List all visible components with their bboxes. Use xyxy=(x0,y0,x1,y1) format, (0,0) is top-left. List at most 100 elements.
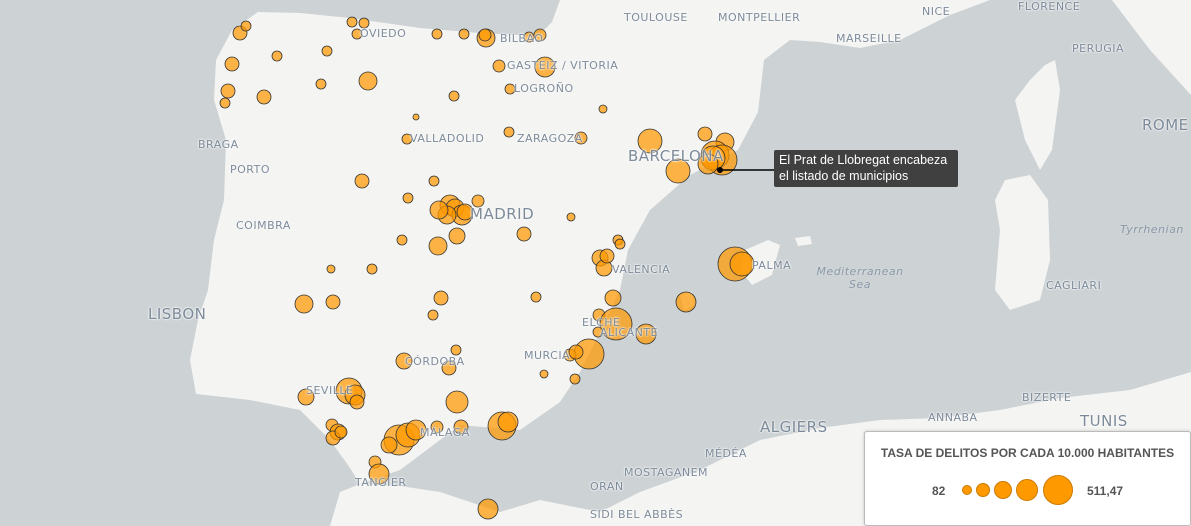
municipality-bubble[interactable] xyxy=(637,128,663,154)
municipality-bubble[interactable] xyxy=(504,83,516,95)
bubble-layer xyxy=(219,16,755,520)
municipality-bubble[interactable] xyxy=(427,309,439,321)
municipality-bubble[interactable] xyxy=(351,28,363,40)
legend-bubble-3 xyxy=(994,481,1012,499)
municipality-bubble[interactable] xyxy=(458,28,470,40)
municipality-bubble[interactable] xyxy=(598,104,608,114)
map-label-bizerte: BIZERTE xyxy=(1022,391,1072,404)
municipality-bubble[interactable] xyxy=(405,419,427,441)
municipality-bubble[interactable] xyxy=(675,291,697,313)
municipality-bubble[interactable] xyxy=(453,419,469,435)
municipality-bubble[interactable] xyxy=(431,28,443,40)
municipality-bubble[interactable] xyxy=(220,83,236,99)
municipality-bubble[interactable] xyxy=(539,369,549,379)
municipality-bubble[interactable] xyxy=(354,173,370,189)
map-label-toulouse: TOULOUSE xyxy=(624,11,688,24)
map-label-porto: PORTO xyxy=(230,163,271,176)
municipality-bubble[interactable] xyxy=(433,290,449,306)
municipality-bubble[interactable] xyxy=(349,394,365,410)
map-label-rome: ROME xyxy=(1142,116,1189,134)
municipality-bubble[interactable] xyxy=(412,113,420,121)
legend: TASA DE DELITOS POR CADA 10.000 HABITANT… xyxy=(864,431,1191,526)
municipality-bubble[interactable] xyxy=(592,326,604,338)
map-label-braga: BRAGA xyxy=(198,138,239,151)
municipality-bubble[interactable] xyxy=(380,436,398,454)
municipality-bubble[interactable] xyxy=(428,236,448,256)
municipality-bubble[interactable] xyxy=(402,192,414,204)
municipality-bubble[interactable] xyxy=(368,463,390,485)
municipality-bubble[interactable] xyxy=(297,388,315,406)
map-label-algiers: ALGIERS xyxy=(760,418,828,436)
map-label-marseille: MARSEILLE xyxy=(836,32,902,45)
islands xyxy=(680,60,1060,310)
municipality-bubble[interactable] xyxy=(604,289,622,307)
legend-title: TASA DE DELITOS POR CADA 10.000 HABITANT… xyxy=(880,446,1175,460)
tooltip-anchor-dot xyxy=(717,167,723,173)
municipality-bubble[interactable] xyxy=(315,78,327,90)
municipality-bubble[interactable] xyxy=(456,203,474,221)
map-label-tunis: TUNIS xyxy=(1080,412,1128,430)
municipality-bubble[interactable] xyxy=(569,373,581,385)
municipality-bubble[interactable] xyxy=(428,175,440,187)
municipality-bubble[interactable] xyxy=(599,248,615,264)
municipality-bubble[interactable] xyxy=(448,90,460,102)
map-label-oviedo: OVIEDO xyxy=(360,27,407,40)
municipality-bubble[interactable] xyxy=(358,71,378,91)
menorca xyxy=(795,236,812,246)
municipality-bubble[interactable] xyxy=(599,307,633,341)
map-label-coimbra: COIMBRA xyxy=(236,219,291,232)
corsica xyxy=(1015,60,1060,170)
municipality-bubble[interactable] xyxy=(503,126,515,138)
municipality-bubble[interactable] xyxy=(294,294,314,314)
municipality-bubble[interactable] xyxy=(429,200,449,220)
municipality-bubble[interactable] xyxy=(635,323,657,345)
municipality-bubble[interactable] xyxy=(240,20,252,32)
map-label-barcelona: BARCELONA xyxy=(628,147,724,165)
municipality-bubble[interactable] xyxy=(271,50,283,62)
municipality-bubble[interactable] xyxy=(358,17,370,29)
municipality-bubble[interactable] xyxy=(219,97,231,109)
municipality-bubble[interactable] xyxy=(566,212,576,222)
municipality-bubble[interactable] xyxy=(729,251,755,277)
municipality-bubble[interactable] xyxy=(256,89,272,105)
municipality-bubble[interactable] xyxy=(334,425,348,439)
municipality-bubble[interactable] xyxy=(477,498,499,520)
municipality-bubble[interactable] xyxy=(346,16,358,28)
municipality-bubble[interactable] xyxy=(568,344,584,360)
municipality-bubble[interactable] xyxy=(574,131,588,145)
legend-bubble-5 xyxy=(1043,475,1073,505)
municipality-bubble[interactable] xyxy=(534,56,556,78)
municipality-bubble[interactable] xyxy=(395,352,413,370)
municipality-bubble[interactable] xyxy=(530,291,542,303)
municipality-bubble[interactable] xyxy=(478,28,492,42)
municipality-bubble[interactable] xyxy=(441,360,457,376)
municipality-bubble[interactable] xyxy=(430,420,444,434)
municipality-bubble[interactable] xyxy=(366,263,378,275)
map-label-gasteiz: GASTEIZ / VITORIA xyxy=(507,59,619,72)
municipality-bubble[interactable] xyxy=(471,194,485,208)
municipality-bubble[interactable] xyxy=(665,158,691,184)
map-label-tangier: TANGIER xyxy=(355,476,407,489)
municipality-bubble[interactable] xyxy=(448,227,466,245)
annotation-tooltip: El Prat de Llobregat encabeza el listado… xyxy=(774,150,958,187)
municipality-bubble[interactable] xyxy=(497,411,519,433)
municipality-bubble[interactable] xyxy=(325,294,341,310)
municipality-bubble[interactable] xyxy=(224,56,240,72)
municipality-bubble[interactable] xyxy=(614,238,626,250)
municipality-bubble[interactable] xyxy=(533,28,547,42)
municipality-bubble[interactable] xyxy=(401,133,413,145)
municipality-bubble[interactable] xyxy=(445,390,469,414)
municipality-bubble[interactable] xyxy=(697,126,713,142)
municipality-bubble[interactable] xyxy=(321,45,333,57)
map-label-mostaganem: MOSTAGANEM xyxy=(624,466,709,479)
municipality-bubble[interactable] xyxy=(326,264,336,274)
map-label-valladolid: VALLADOLID xyxy=(410,132,485,145)
municipality-bubble[interactable] xyxy=(492,59,506,73)
map-label-valencia: VALENCIA xyxy=(612,263,671,276)
municipality-bubble[interactable] xyxy=(516,226,532,242)
map-label-sidi: SIDI BEL ABBÈS xyxy=(590,508,684,521)
municipality-bubble[interactable] xyxy=(396,234,408,246)
municipality-bubble[interactable] xyxy=(697,153,719,175)
municipality-bubble[interactable] xyxy=(450,344,462,356)
